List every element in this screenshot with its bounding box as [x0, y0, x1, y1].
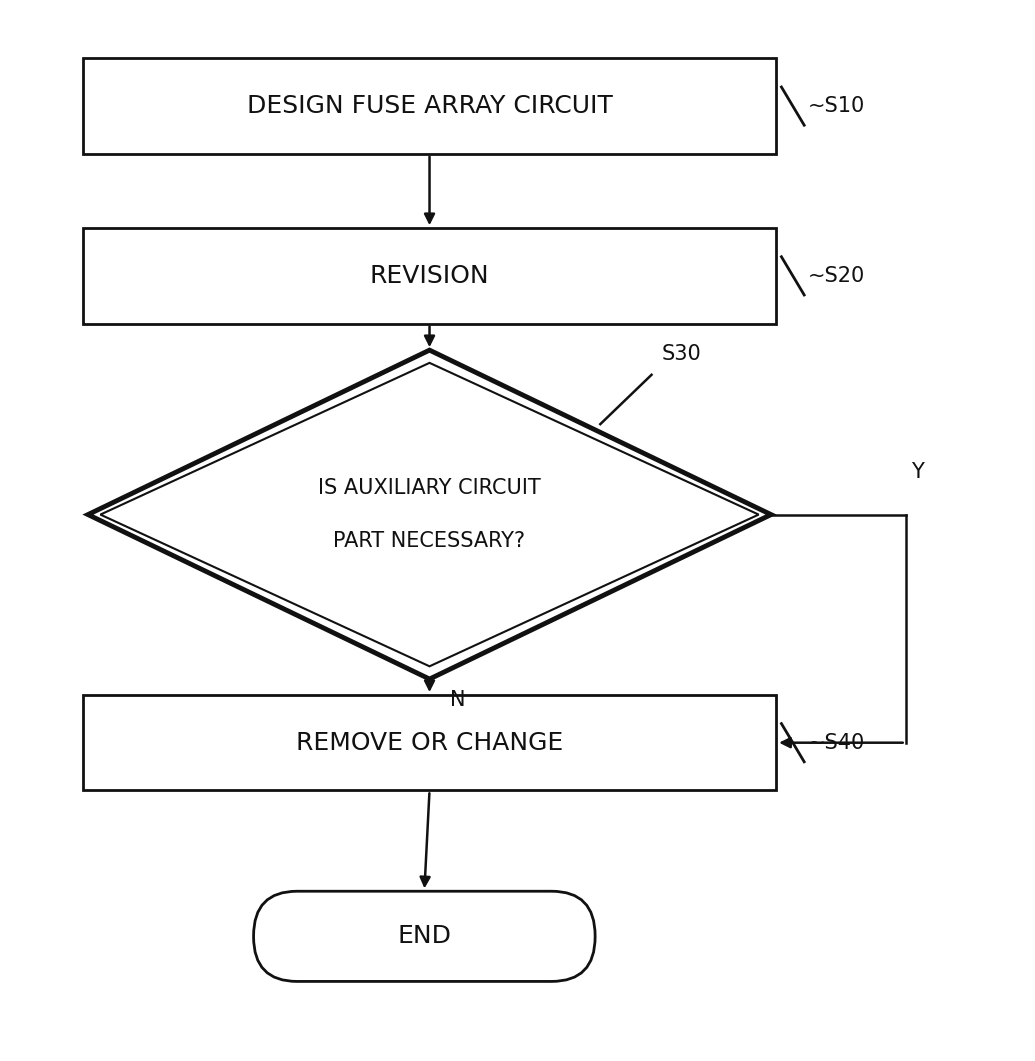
Text: ~S10: ~S10	[807, 97, 864, 116]
Text: Y: Y	[911, 463, 923, 482]
Text: REMOVE OR CHANGE: REMOVE OR CHANGE	[296, 731, 563, 754]
FancyBboxPatch shape	[83, 228, 776, 324]
FancyBboxPatch shape	[83, 695, 776, 790]
Text: END: END	[397, 924, 451, 949]
Text: S30: S30	[662, 344, 702, 364]
Text: REVISION: REVISION	[369, 264, 490, 288]
Text: ~S20: ~S20	[807, 266, 864, 285]
Text: ~S40: ~S40	[807, 733, 864, 752]
Text: N: N	[450, 690, 466, 710]
Text: PART NECESSARY?: PART NECESSARY?	[333, 532, 526, 551]
Text: DESIGN FUSE ARRAY CIRCUIT: DESIGN FUSE ARRAY CIRCUIT	[246, 94, 613, 118]
Text: IS AUXILIARY CIRCUIT: IS AUXILIARY CIRCUIT	[318, 479, 541, 498]
Polygon shape	[88, 350, 771, 679]
FancyBboxPatch shape	[254, 891, 595, 981]
FancyBboxPatch shape	[83, 58, 776, 154]
